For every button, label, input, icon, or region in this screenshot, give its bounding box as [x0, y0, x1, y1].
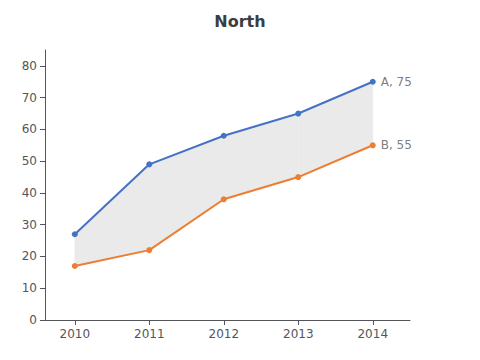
svg-text:10: 10: [22, 281, 37, 295]
svg-text:30: 30: [22, 218, 37, 232]
svg-text:2012: 2012: [209, 327, 240, 341]
svg-text:B, 55: B, 55: [381, 138, 412, 152]
svg-text:20: 20: [22, 249, 37, 263]
svg-text:North: North: [214, 12, 265, 31]
svg-text:40: 40: [22, 186, 37, 200]
svg-text:A, 75: A, 75: [381, 75, 412, 89]
svg-text:60: 60: [22, 122, 37, 136]
svg-text:2014: 2014: [357, 327, 388, 341]
svg-text:2013: 2013: [283, 327, 314, 341]
svg-text:70: 70: [22, 91, 37, 105]
svg-text:0: 0: [29, 313, 37, 327]
svg-text:80: 80: [22, 59, 37, 73]
svg-text:50: 50: [22, 154, 37, 168]
svg-text:2010: 2010: [60, 327, 91, 341]
svg-text:2011: 2011: [134, 327, 165, 341]
